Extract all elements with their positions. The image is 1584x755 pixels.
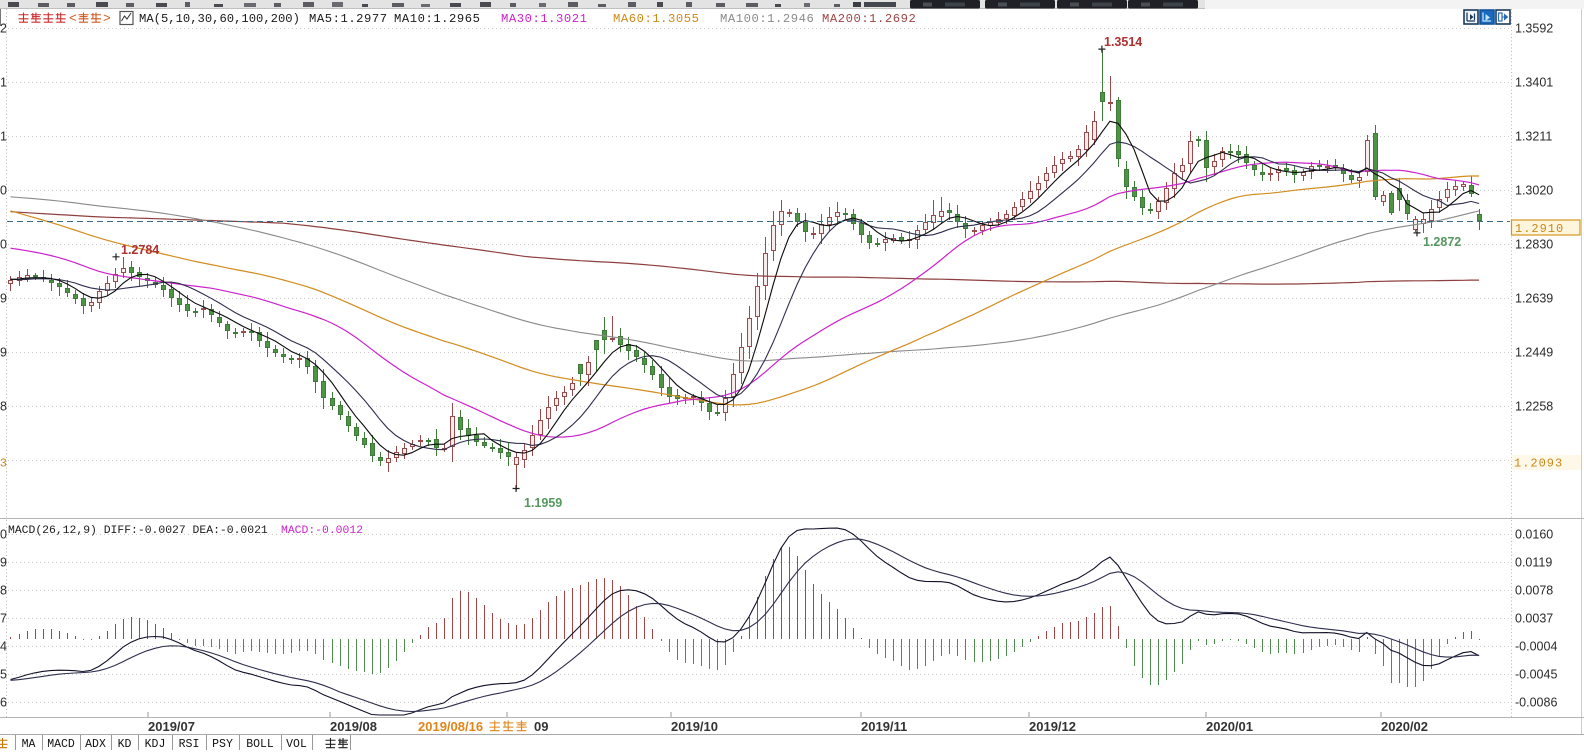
svg-text:2019/08/16: 2019/08/16 bbox=[418, 719, 483, 734]
svg-text:0: 0 bbox=[0, 183, 7, 197]
svg-text:-0.0045: -0.0045 bbox=[1515, 667, 1557, 681]
svg-text:MACD:-0.0012: MACD:-0.0012 bbox=[281, 525, 363, 537]
svg-text:-0.0086: -0.0086 bbox=[1515, 695, 1557, 709]
svg-text:2020/02: 2020/02 bbox=[1381, 719, 1428, 734]
svg-text:PSY: PSY bbox=[212, 738, 233, 750]
svg-text:1.3514: 1.3514 bbox=[1104, 35, 1142, 49]
svg-text:0.0160: 0.0160 bbox=[1515, 527, 1553, 541]
svg-text:1: 1 bbox=[0, 75, 7, 89]
svg-text:0: 0 bbox=[0, 237, 7, 251]
svg-text:0.0037: 0.0037 bbox=[1515, 611, 1553, 625]
svg-text:MA200:1.2692: MA200:1.2692 bbox=[822, 12, 916, 26]
svg-text:MA100:1.2946: MA100:1.2946 bbox=[720, 12, 814, 26]
svg-text:1.2639: 1.2639 bbox=[1515, 291, 1553, 305]
svg-text:2020/01: 2020/01 bbox=[1206, 719, 1253, 734]
svg-text:MA(5,10,30,60,100,200): MA(5,10,30,60,100,200) bbox=[139, 12, 300, 26]
svg-text:0: 0 bbox=[0, 527, 7, 541]
svg-text:9: 9 bbox=[0, 291, 7, 305]
svg-text:MA: MA bbox=[22, 738, 36, 750]
svg-text:0.0119: 0.0119 bbox=[1515, 555, 1552, 569]
svg-text:1.3020: 1.3020 bbox=[1515, 183, 1553, 197]
svg-text:4: 4 bbox=[0, 639, 7, 653]
svg-text:3: 3 bbox=[0, 456, 7, 470]
svg-text:6: 6 bbox=[0, 695, 7, 709]
svg-text:9: 9 bbox=[0, 345, 7, 359]
svg-text:9: 9 bbox=[0, 555, 7, 569]
svg-text:1.2258: 1.2258 bbox=[1515, 399, 1553, 413]
svg-text:2019/08: 2019/08 bbox=[330, 719, 377, 734]
svg-text:RSI: RSI bbox=[179, 738, 200, 750]
svg-text:1.2784: 1.2784 bbox=[121, 243, 159, 257]
svg-text:5: 5 bbox=[0, 667, 7, 681]
svg-text:MA30:1.3021: MA30:1.3021 bbox=[501, 12, 588, 26]
svg-text:>: > bbox=[103, 11, 111, 26]
svg-text:<: < bbox=[69, 11, 77, 26]
svg-text:1.2872: 1.2872 bbox=[1423, 235, 1461, 249]
svg-text:1: 1 bbox=[0, 129, 7, 143]
svg-text:MA10:1.2965: MA10:1.2965 bbox=[394, 12, 481, 26]
svg-text:1.3592: 1.3592 bbox=[1515, 21, 1553, 35]
svg-text:09: 09 bbox=[534, 719, 548, 734]
svg-text:2: 2 bbox=[0, 21, 7, 35]
svg-text:8: 8 bbox=[0, 583, 7, 597]
svg-text:VOL: VOL bbox=[286, 738, 307, 750]
svg-text:KDJ: KDJ bbox=[145, 738, 166, 750]
svg-text:1.2910: 1.2910 bbox=[1515, 222, 1564, 236]
svg-text:BOLL: BOLL bbox=[246, 738, 274, 750]
svg-text:1.3401: 1.3401 bbox=[1515, 75, 1553, 89]
svg-text:MA60:1.3055: MA60:1.3055 bbox=[613, 12, 700, 26]
svg-text:1.2093: 1.2093 bbox=[1514, 456, 1563, 470]
svg-text:1.2449: 1.2449 bbox=[1515, 345, 1553, 359]
svg-text:MACD: MACD bbox=[47, 738, 75, 750]
svg-text:0.0078: 0.0078 bbox=[1515, 583, 1553, 597]
svg-text:KD: KD bbox=[118, 738, 132, 750]
svg-text:2019/11: 2019/11 bbox=[861, 719, 907, 734]
svg-text:1.2830: 1.2830 bbox=[1515, 237, 1553, 251]
svg-text:2019/10: 2019/10 bbox=[671, 719, 718, 734]
svg-text:1.1959: 1.1959 bbox=[524, 496, 562, 510]
svg-text:1.3211: 1.3211 bbox=[1515, 129, 1552, 143]
svg-text:2019/07: 2019/07 bbox=[148, 719, 195, 734]
svg-text:MACD(26,12,9) DIFF:-0.0027 DEA: MACD(26,12,9) DIFF:-0.0027 DEA:-0.0021 bbox=[8, 525, 268, 537]
svg-text:2019/12: 2019/12 bbox=[1029, 719, 1076, 734]
svg-text:ADX: ADX bbox=[85, 738, 106, 750]
svg-text:MA5:1.2977: MA5:1.2977 bbox=[309, 12, 388, 26]
svg-text:8: 8 bbox=[0, 399, 7, 413]
svg-text:7: 7 bbox=[0, 611, 7, 625]
svg-text:-0.0004: -0.0004 bbox=[1515, 639, 1557, 653]
